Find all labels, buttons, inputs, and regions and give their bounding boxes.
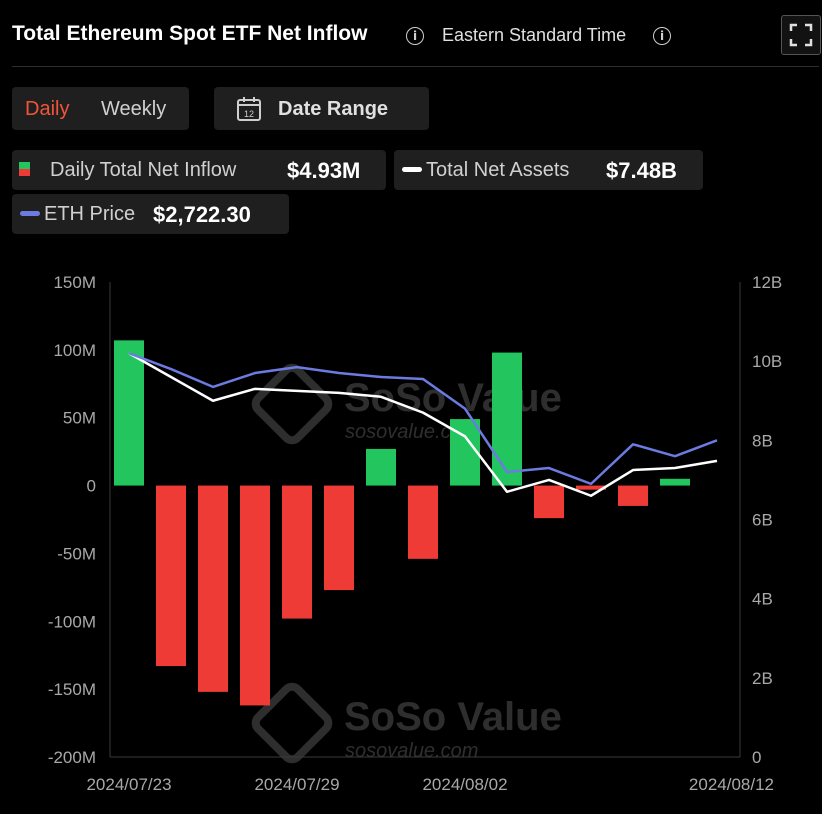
y-right-tick-label: 4B [752,590,773,609]
inflow-bar[interactable] [576,485,606,490]
inflow-bar[interactable] [240,485,270,706]
legend-item-eth-price[interactable]: ETH Price $2,722.30 [12,194,289,234]
legend-value: $7.48B [606,158,677,183]
interval-toggle: Daily Weekly [12,87,189,130]
timezone-label: Eastern Standard Time [442,25,627,45]
y-left-tick-label: -50M [57,544,96,563]
inflow-bar[interactable] [492,352,522,486]
x-tick-label: 2024/08/02 [422,775,507,794]
legend-item-net-inflow[interactable]: Daily Total Net Inflow $4.93M [12,150,386,190]
total-net-assets-line [128,352,718,497]
inflow-bar[interactable] [408,485,438,559]
y-right-tick-label: 2B [752,669,773,688]
inflow-bar[interactable] [156,485,186,667]
legend-label: Daily Total Net Inflow [50,159,237,181]
y-right-tick-label: 8B [752,431,773,450]
inflow-bar[interactable] [324,485,354,591]
legend-value: $2,722.30 [153,202,251,227]
bar-swatch-icon [19,162,30,176]
y-left-tick-label: 50M [63,409,96,428]
legend-label: ETH Price [44,203,136,225]
legend-value: $4.93M [287,158,361,183]
watermark-brand: SoSo Value [344,695,562,739]
watermark-url: sosovalue.com [345,740,478,762]
calendar-icon: 12 [237,97,261,121]
x-tick-label: 2024/07/23 [86,775,171,794]
chart-title: Total Ethereum Spot ETF Net Inflow [12,22,368,45]
x-tick-label: 2024/08/12 [689,775,774,794]
y-left-tick-label: 0 [87,477,96,496]
inflow-bar[interactable] [198,485,228,692]
y-right-tick-label: 0 [752,748,761,767]
timezone-info-icon[interactable]: i [653,27,671,45]
inflow-bar[interactable] [660,478,690,486]
legend-label: Total Net Assets [426,159,570,181]
calendar-icon-day: 12 [244,109,254,119]
header-divider [12,66,819,67]
watermark-brand: SoSo Value [344,376,562,420]
line-swatch-icon [402,167,422,172]
y-left-tick-label: 150M [53,273,96,292]
tab-daily[interactable]: Daily [25,98,70,120]
legend-item-total-net-assets[interactable]: Total Net Assets $7.48B [394,150,703,190]
inflow-bar[interactable] [366,448,396,486]
y-right-tick-label: 12B [752,273,782,292]
inflow-bar[interactable] [282,485,312,619]
x-tick-label: 2024/07/29 [254,775,339,794]
date-range-label: Date Range [278,98,389,120]
date-range-button[interactable]: 12 Date Range [214,87,429,130]
fullscreen-button[interactable] [781,15,821,55]
y-left-tick-label: -200M [48,748,96,767]
line-swatch-icon [20,211,40,216]
tab-weekly[interactable]: Weekly [101,98,167,120]
y-left-tick-label: -100M [48,612,96,631]
inflow-bar[interactable] [618,485,648,506]
info-icon[interactable]: i [406,27,424,45]
y-left-tick-label: 100M [53,341,96,360]
inflow-bar[interactable] [114,340,144,486]
fullscreen-icon [789,23,813,47]
y-right-tick-label: 10B [752,352,782,371]
chart-header: Total Ethereum Spot ETF Net Inflow i Eas… [0,0,822,66]
inflow-bar[interactable] [534,485,564,519]
y-right-tick-label: 6B [752,511,773,530]
y-left-tick-label: -150M [48,680,96,699]
eth-price-line [128,352,718,486]
